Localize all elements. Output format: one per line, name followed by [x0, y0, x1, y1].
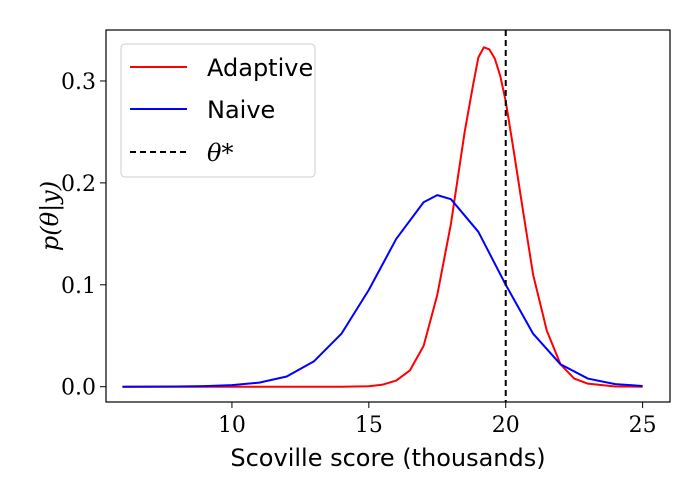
y-tick-label: 0.2: [61, 172, 96, 197]
axes-frame: [105, 29, 671, 403]
legend-label-adaptive: Adaptive: [207, 54, 313, 82]
y-axis-ticks: 0.0 0.1 0.2 0.3: [61, 70, 106, 401]
y-axis-label: p(θ|y): [36, 181, 65, 251]
series-line-naive: [122, 194, 643, 388]
legend-box: [120, 43, 316, 178]
series-layer: [122, 30, 643, 402]
x-axis-label: Scoville score (thousands): [230, 444, 545, 472]
x-tick-label: 10: [218, 413, 246, 438]
y-tick-label: 0.1: [61, 274, 96, 299]
legend-label-naive: Naive: [207, 96, 275, 124]
legend-label-theta: θ*: [207, 139, 233, 167]
y-tick-label: 0.0: [61, 376, 96, 401]
x-axis-ticks: 10 15 20 25: [218, 402, 657, 438]
series-line-adaptive: [122, 46, 643, 388]
x-tick-label: 20: [492, 413, 520, 438]
legend: Adaptive Naive θ*: [120, 43, 316, 178]
x-tick-label: 25: [629, 413, 657, 438]
x-tick-label: 15: [355, 413, 383, 438]
y-tick-label: 0.3: [61, 70, 96, 95]
